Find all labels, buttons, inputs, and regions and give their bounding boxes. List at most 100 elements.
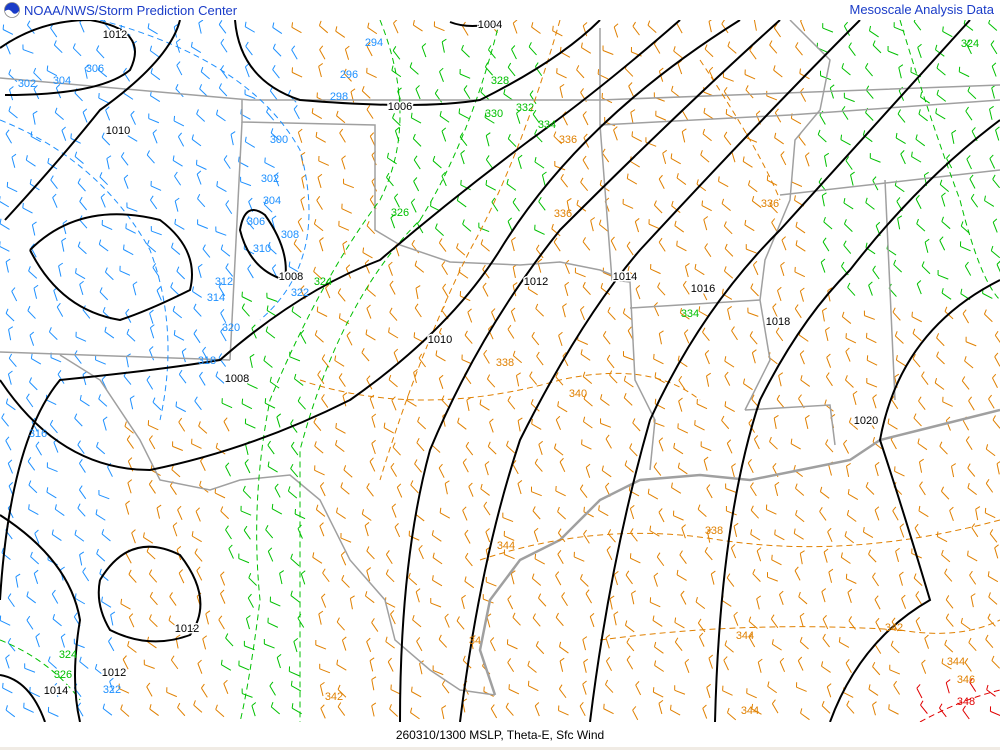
wind-barb bbox=[149, 349, 155, 361]
wind-barb bbox=[350, 91, 355, 103]
wind-barb-flag bbox=[799, 612, 805, 617]
wind-barb-flag bbox=[532, 109, 537, 115]
wind-barb bbox=[194, 552, 203, 562]
wind-barb bbox=[408, 535, 420, 541]
wind-barb-flag bbox=[727, 306, 732, 310]
wind-barb bbox=[681, 527, 686, 539]
wind-barb bbox=[845, 465, 850, 477]
wind-barb bbox=[393, 197, 400, 208]
wind-barb-flag bbox=[316, 195, 321, 201]
wind-barb-flag bbox=[986, 684, 989, 690]
wind-barb bbox=[58, 265, 62, 277]
wind-barb-flag bbox=[607, 306, 611, 312]
wind-barb bbox=[193, 333, 201, 344]
wind-barb bbox=[704, 551, 713, 561]
wind-barb bbox=[181, 351, 186, 363]
wind-barb bbox=[418, 357, 426, 368]
wind-barb bbox=[173, 120, 185, 127]
wind-barb bbox=[362, 513, 372, 521]
wind-barb bbox=[939, 707, 947, 718]
wind-barb-flag bbox=[582, 371, 586, 377]
wind-barb bbox=[390, 613, 396, 625]
wind-barb-flag bbox=[727, 41, 731, 47]
wind-barb-flag bbox=[131, 529, 136, 534]
wind-barb-flag bbox=[555, 415, 561, 421]
wind-barb bbox=[988, 575, 999, 583]
wind-barb-flag bbox=[582, 416, 586, 422]
wind-barb-flag bbox=[46, 487, 49, 493]
wind-barb-flag bbox=[827, 287, 833, 292]
wind-barb-flag bbox=[263, 355, 266, 361]
wind-barb bbox=[585, 467, 591, 478]
wind-barb bbox=[684, 266, 689, 278]
wind-barb bbox=[149, 50, 160, 58]
wind-barb bbox=[582, 683, 587, 695]
wind-barb-flag bbox=[146, 375, 151, 381]
wind-barb bbox=[746, 692, 757, 699]
wind-barb bbox=[894, 470, 905, 477]
wind-barb bbox=[658, 241, 666, 252]
wind-barb-flag bbox=[366, 304, 371, 309]
wind-barb bbox=[421, 46, 427, 58]
wind-barb bbox=[945, 682, 950, 694]
wind-barb bbox=[674, 622, 685, 629]
wind-barb-flag bbox=[915, 134, 918, 140]
wind-barb-flag bbox=[872, 176, 877, 181]
wind-barb-flag bbox=[438, 238, 443, 244]
wind-barb bbox=[966, 43, 972, 55]
wind-barb bbox=[251, 705, 256, 717]
wind-barb-flag bbox=[150, 195, 154, 201]
wind-barb bbox=[670, 709, 681, 716]
wind-barb-flag bbox=[963, 20, 966, 24]
wind-barb bbox=[820, 491, 830, 499]
wind-barb bbox=[457, 200, 467, 208]
wind-barb bbox=[369, 398, 375, 409]
wind-barb-flag bbox=[944, 306, 948, 312]
wind-barb-flag bbox=[177, 505, 182, 511]
wind-barb bbox=[822, 241, 830, 252]
wind-barb bbox=[221, 664, 232, 671]
wind-barb-flag bbox=[899, 523, 905, 528]
theta-e-label: 342 bbox=[885, 622, 903, 634]
wind-barb bbox=[464, 334, 473, 344]
wind-barb-flag bbox=[11, 153, 17, 158]
wind-barb bbox=[913, 21, 922, 31]
wind-barb bbox=[247, 597, 254, 608]
wind-barb-flag bbox=[609, 370, 613, 376]
wind-barb bbox=[317, 177, 322, 189]
wind-barb bbox=[176, 65, 183, 76]
wind-barb bbox=[583, 137, 590, 148]
wind-barb-flag bbox=[290, 553, 293, 559]
wind-barb-flag bbox=[269, 376, 272, 382]
wind-barb bbox=[507, 400, 516, 410]
wind-barb bbox=[798, 596, 808, 605]
wind-barb bbox=[266, 309, 277, 317]
wind-barb bbox=[750, 509, 759, 519]
wind-barb-flag bbox=[606, 546, 611, 551]
wind-barb bbox=[61, 130, 67, 141]
wind-barb-flag bbox=[198, 421, 201, 427]
wind-barb bbox=[703, 459, 708, 471]
wind-barb bbox=[753, 438, 760, 450]
wind-barb bbox=[944, 311, 954, 320]
wind-barb-flag bbox=[536, 351, 540, 357]
wind-barb-flag bbox=[371, 618, 375, 623]
wind-barb-flag bbox=[576, 65, 580, 71]
wind-barb-flag bbox=[994, 352, 999, 358]
wind-barb bbox=[899, 526, 905, 538]
wind-barb bbox=[984, 200, 995, 207]
noaa-logo-icon bbox=[4, 2, 20, 18]
wind-barb-flag bbox=[559, 657, 565, 662]
wind-barb-flag bbox=[170, 655, 175, 661]
wind-barb-flag bbox=[967, 482, 970, 489]
wind-barb bbox=[290, 468, 299, 478]
wind-barb-flag bbox=[795, 221, 798, 227]
wind-barb bbox=[193, 704, 203, 713]
wind-barb bbox=[371, 679, 375, 691]
isobar-label: 1010 bbox=[106, 125, 130, 137]
wind-barb-flag bbox=[243, 525, 248, 531]
wind-barb-flag bbox=[325, 284, 330, 289]
wind-barb bbox=[507, 599, 514, 610]
wind-barb-flag bbox=[105, 106, 110, 111]
wind-barb-flag bbox=[627, 266, 630, 272]
